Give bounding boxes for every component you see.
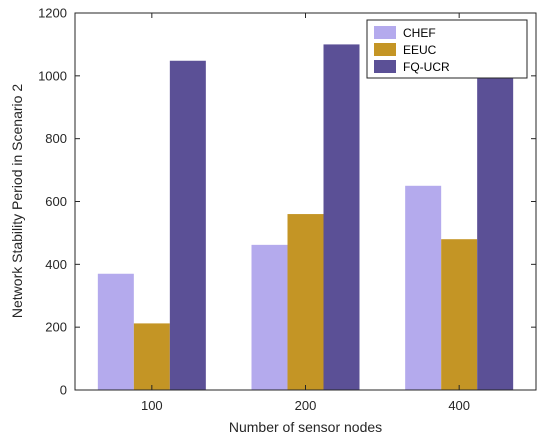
bar-fq-ucr-200 bbox=[323, 44, 360, 391]
bar-chef-100 bbox=[97, 273, 134, 390]
y-axis-label: Network Stability Period in Scenario 2 bbox=[9, 84, 25, 318]
legend-label-eeuc: EEUC bbox=[403, 43, 437, 57]
bar-fq-ucr-100 bbox=[169, 60, 206, 391]
bars-group bbox=[97, 44, 514, 391]
y-tick-label: 600 bbox=[45, 194, 67, 209]
y-axis: 0 200 400 600 800 1000 1200 bbox=[38, 6, 536, 398]
legend: CHEF EEUC FQ-UCR bbox=[366, 19, 528, 79]
y-tick-label: 1200 bbox=[38, 6, 67, 21]
bar-fq-ucr-400 bbox=[477, 58, 514, 390]
x-axis-label: Number of sensor nodes bbox=[229, 419, 382, 435]
legend-swatch-fq-ucr bbox=[374, 60, 396, 73]
legend-swatch-eeuc bbox=[374, 43, 396, 56]
legend-swatch-chef bbox=[374, 26, 396, 39]
y-tick-label: 200 bbox=[45, 320, 67, 335]
x-tick-label: 100 bbox=[141, 398, 163, 413]
bar-chef-400 bbox=[405, 185, 442, 390]
y-tick-label: 1000 bbox=[38, 68, 67, 83]
x-tick-label: 400 bbox=[448, 398, 470, 413]
bar-chef-200 bbox=[251, 244, 288, 390]
y-tick-label: 400 bbox=[45, 257, 67, 272]
y-tick-label: 0 bbox=[60, 383, 67, 398]
y-tick-label: 800 bbox=[45, 131, 67, 146]
legend-label-chef: CHEF bbox=[403, 26, 436, 40]
bar-eeuc-200 bbox=[287, 214, 324, 390]
x-tick-label: 200 bbox=[295, 398, 317, 413]
bar-eeuc-100 bbox=[133, 323, 170, 390]
legend-label-fq-ucr: FQ-UCR bbox=[403, 60, 450, 74]
bar-eeuc-400 bbox=[441, 239, 478, 390]
x-axis: 100 200 400 bbox=[141, 13, 470, 413]
